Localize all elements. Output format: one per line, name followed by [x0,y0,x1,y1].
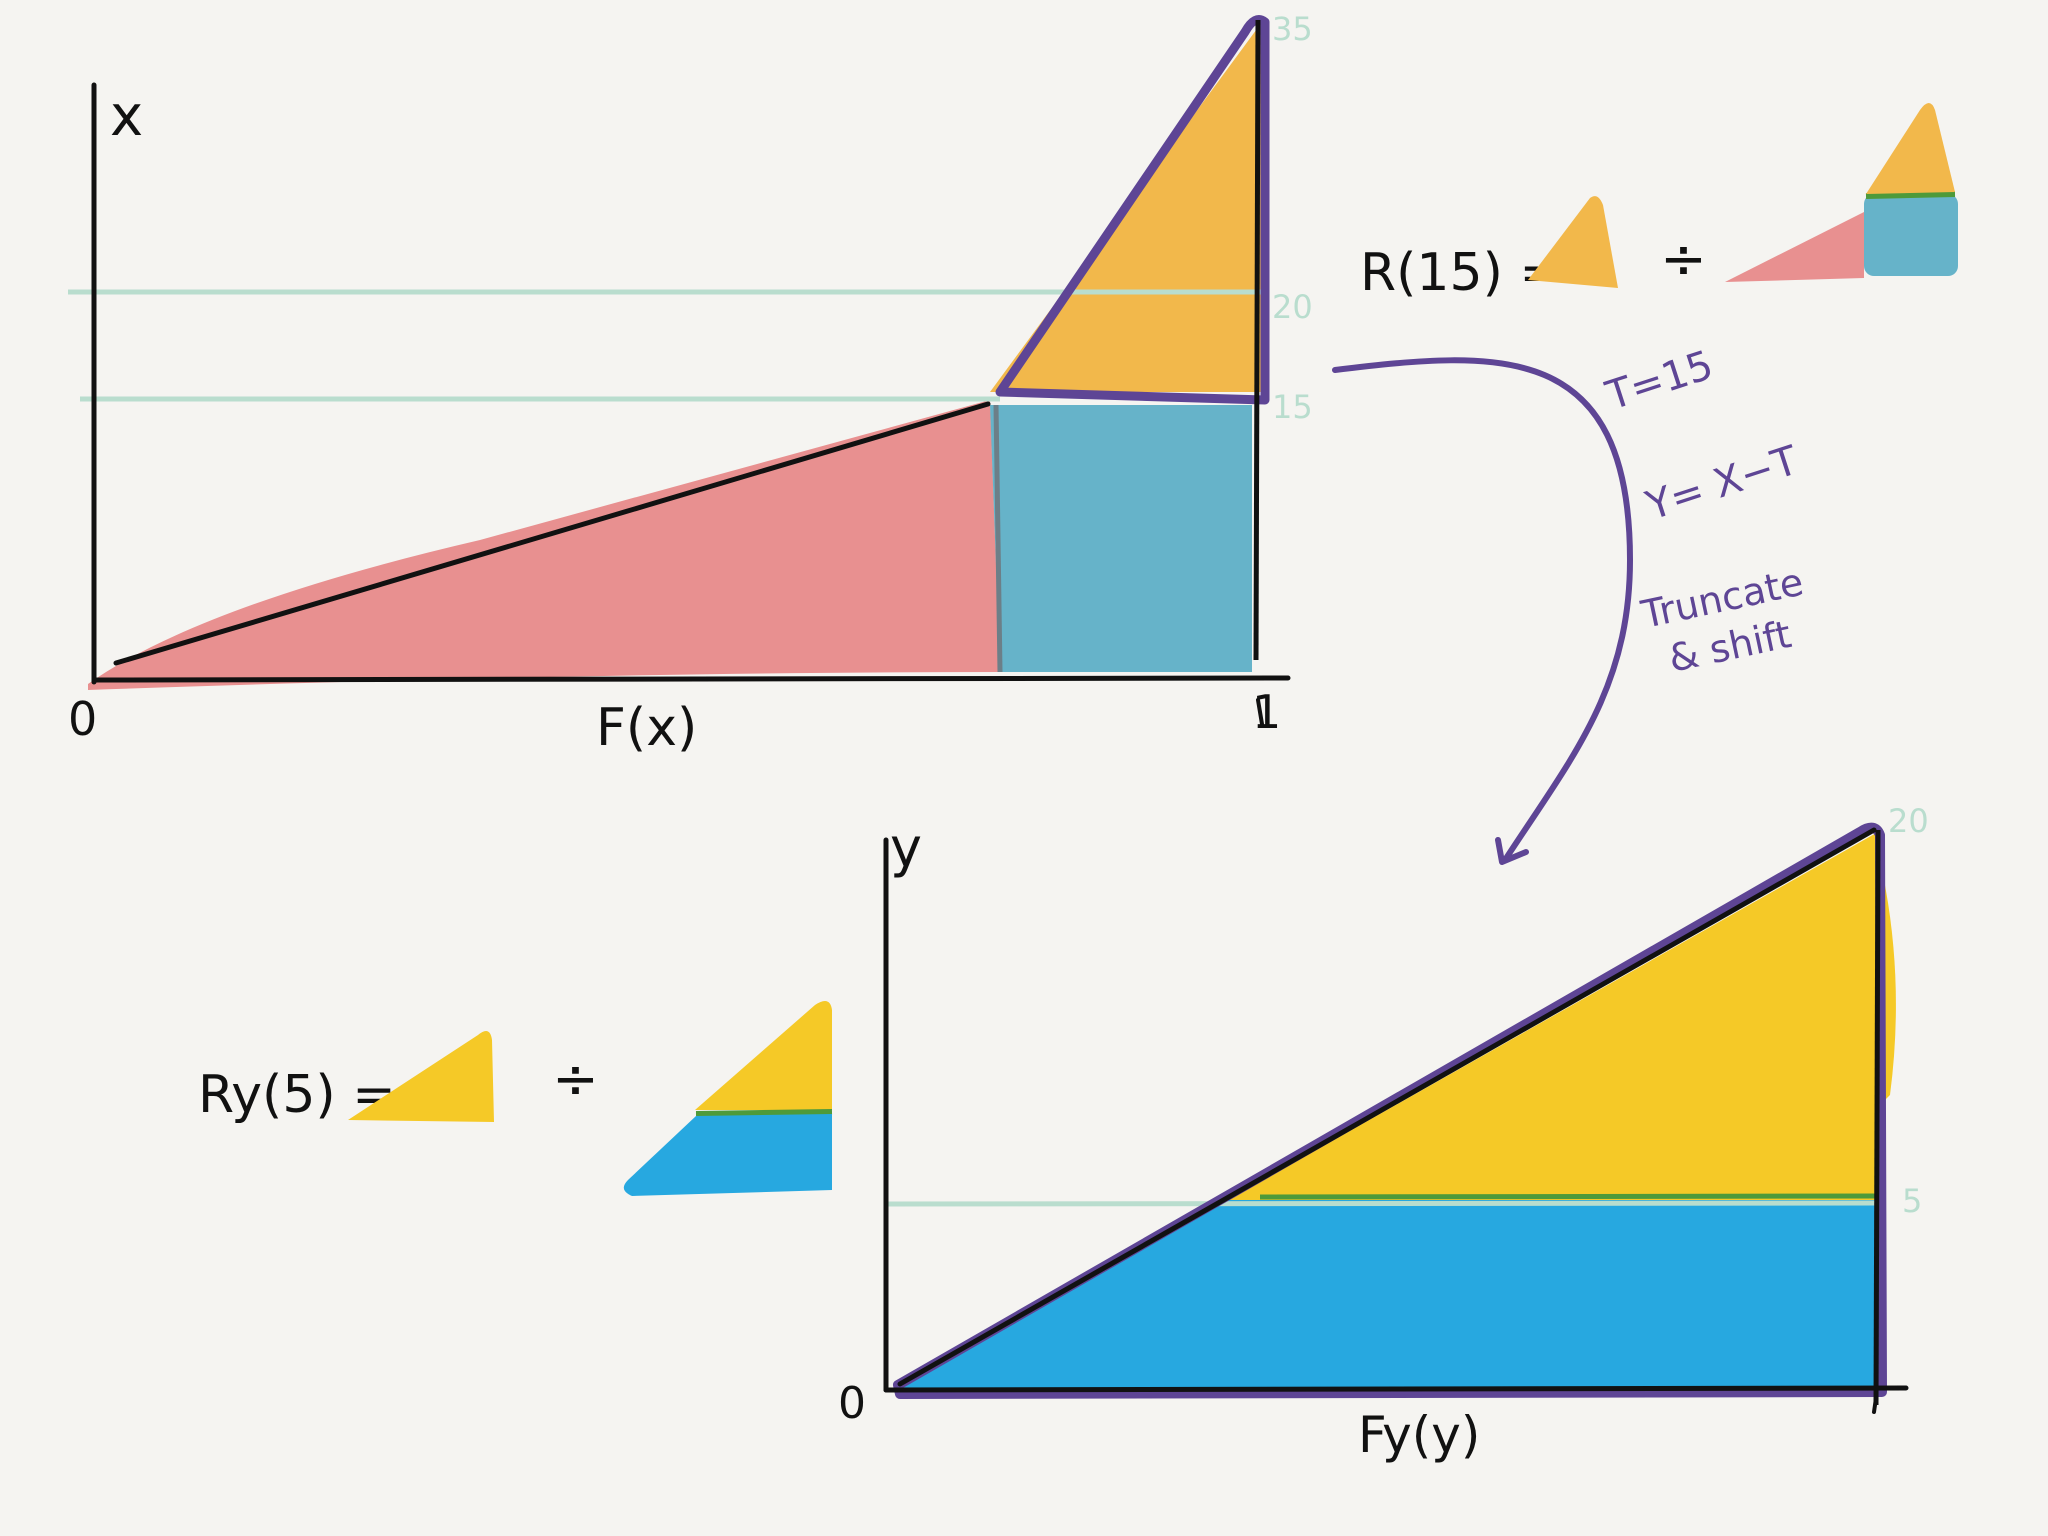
transform-arrow-head [1495,837,1529,865]
bottom-formula-denominator-blue [623,1114,832,1196]
bottom-formula-divide-sign: ÷ [552,1047,599,1112]
top-origin-label: 0 [68,692,97,746]
bottom-formula-denominator-yellow [695,1001,832,1110]
bottom-x-axis-label: Fy(y) [1358,1406,1480,1464]
top-x-end-tick [1256,698,1264,726]
top-formula-denominator-green-strip [1865,191,1956,199]
bottom-green-strip [1259,1193,1881,1200]
top-formula: R(15) = ÷ [1360,103,1958,303]
bottom-formula: Ry(5) = ÷ [198,1001,833,1196]
top-x-axis [91,675,1291,683]
top-y-axis-label: x [110,84,143,149]
top-teal-region [990,405,1252,672]
bottom-y-axis-label: y [890,816,922,879]
top-formula-numerator-orange-triangle [1528,196,1618,288]
top-cdf-line [113,401,991,666]
top-x-axis-label: F(x) [596,698,697,758]
top-tick-label-20: 20 [1272,288,1313,326]
bottom-cdf-line [897,827,1877,1387]
bottom-right-edge [1873,829,1881,1406]
top-formula-denominator-orange [1866,103,1955,194]
annotation-t-value: T=15 [1600,342,1719,420]
bottom-x-axis [883,1385,1909,1393]
transform-arrow [1332,357,1634,865]
bottom-origin-label: 0 [838,1378,866,1429]
top-formula-lhs: R(15) = [1360,243,1563,303]
bottom-yellow-region [1228,832,1880,1200]
transform-arrow-curve [1332,357,1634,863]
top-plot: x F(x) 0 1 35 20 15 [68,10,1313,758]
top-formula-divide-sign: ÷ [1660,227,1707,292]
top-formula-denominator-pink [1725,212,1864,282]
bottom-tick-label-5: 5 [1902,1182,1922,1220]
top-tick-label-35: 35 [1272,10,1313,48]
top-pink-region [88,400,1000,690]
top-tick-label-15: 15 [1272,388,1313,426]
annotation-y-definition: Y= X−T [1640,437,1804,529]
bottom-plot: y Fy(y) 0 20 5 [838,802,1929,1464]
bottom-formula-denominator-green-strip [695,1109,833,1117]
top-x-end-label: 1 [1252,685,1281,739]
bottom-tick-label-20: 20 [1888,802,1929,840]
bottom-x-end-tick [1872,1396,1878,1414]
top-teal-divider [993,404,1003,673]
bottom-formula-numerator-yellow [348,1031,494,1122]
top-formula-denominator-teal [1864,194,1958,276]
top-right-edge [1253,19,1261,661]
bottom-guide-line-5 [887,1200,1881,1207]
